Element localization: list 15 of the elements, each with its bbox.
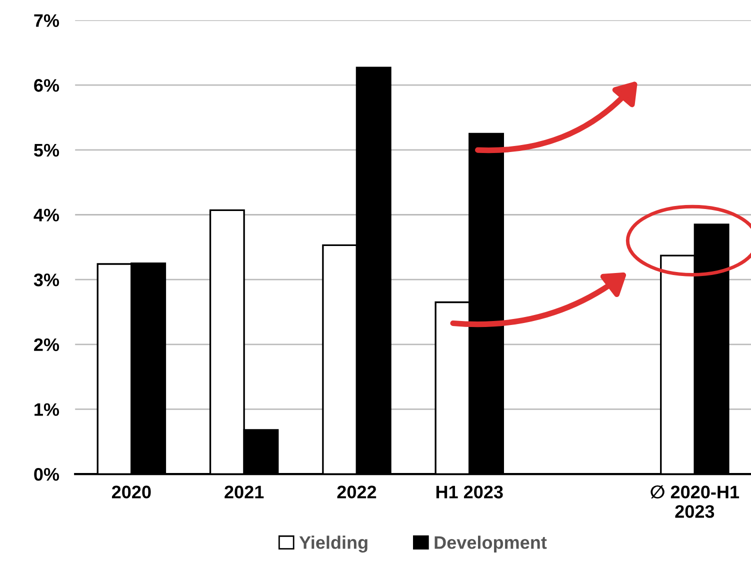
- legend-label: Development: [434, 536, 547, 553]
- y-tick-label: 3%: [34, 274, 60, 286]
- x-tick-label: 2022: [337, 486, 376, 498]
- y-tick-label: 1%: [34, 403, 60, 416]
- y-tick-label: 7%: [34, 14, 60, 27]
- legend-label: Yielding: [299, 536, 368, 553]
- y-tick-label: 5%: [34, 144, 60, 157]
- x-tick-label: H1 2023: [436, 486, 503, 498]
- y-tick-label: 2%: [34, 338, 60, 352]
- y-tick-label: 4%: [34, 208, 60, 222]
- x-tick-label: 2020: [112, 486, 151, 498]
- x-tick-label: 2021: [224, 486, 264, 498]
- y-tick-label: 0%: [34, 468, 60, 481]
- y-tick-label: 6%: [34, 79, 60, 92]
- x-tick-label: ∅ 2020-H1 2023: [650, 485, 740, 518]
